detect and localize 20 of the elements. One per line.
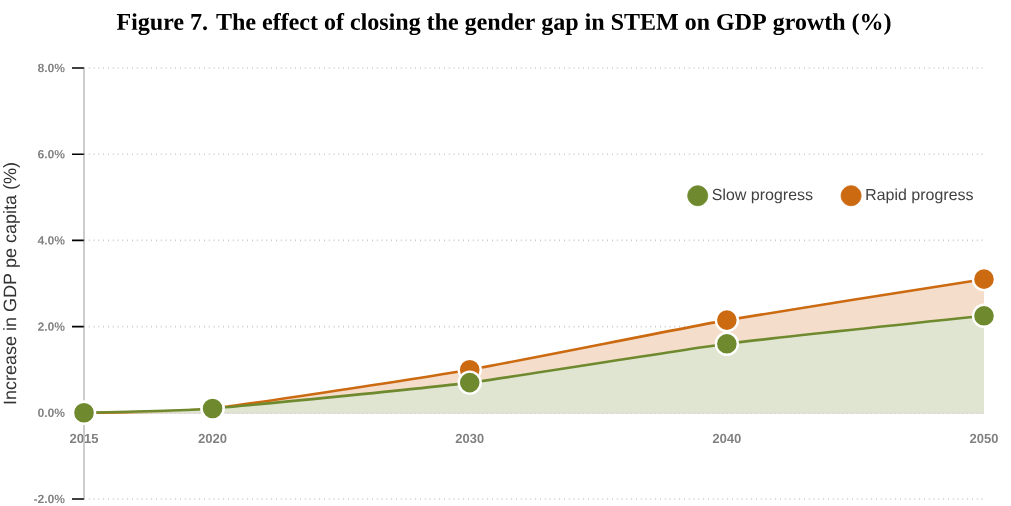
y-tick-label: 6.0% bbox=[38, 149, 65, 159]
y-axis-title: Increase in GDP pe capita (%) bbox=[3, 163, 20, 404]
y-tick-label: 2.0% bbox=[38, 322, 65, 331]
point bbox=[971, 303, 997, 329]
point bbox=[971, 266, 997, 292]
y-tick-label: 8.0% bbox=[37, 63, 65, 73]
y-tick-label: -2.0% bbox=[34, 494, 65, 504]
chart-title: Figure 7. The effect of closing the gender gap in STEM on GDP growth (%) bbox=[116, 12, 891, 36]
y-tick-label: 0.0% bbox=[38, 408, 65, 418]
x-tick-label: 2015 bbox=[69, 433, 99, 444]
legend-label: Slow progress bbox=[712, 188, 813, 204]
x-tick-label: 2040 bbox=[712, 433, 741, 444]
point bbox=[714, 307, 740, 333]
legend-label: Rapid progress bbox=[866, 188, 973, 204]
point bbox=[714, 331, 740, 357]
x-tick-label: 2030 bbox=[455, 433, 484, 444]
point bbox=[457, 370, 482, 395]
x-tick-label: 2020 bbox=[198, 433, 227, 444]
x-tick-label: 2050 bbox=[969, 433, 998, 444]
y-tick-label: 4.0% bbox=[37, 236, 65, 245]
